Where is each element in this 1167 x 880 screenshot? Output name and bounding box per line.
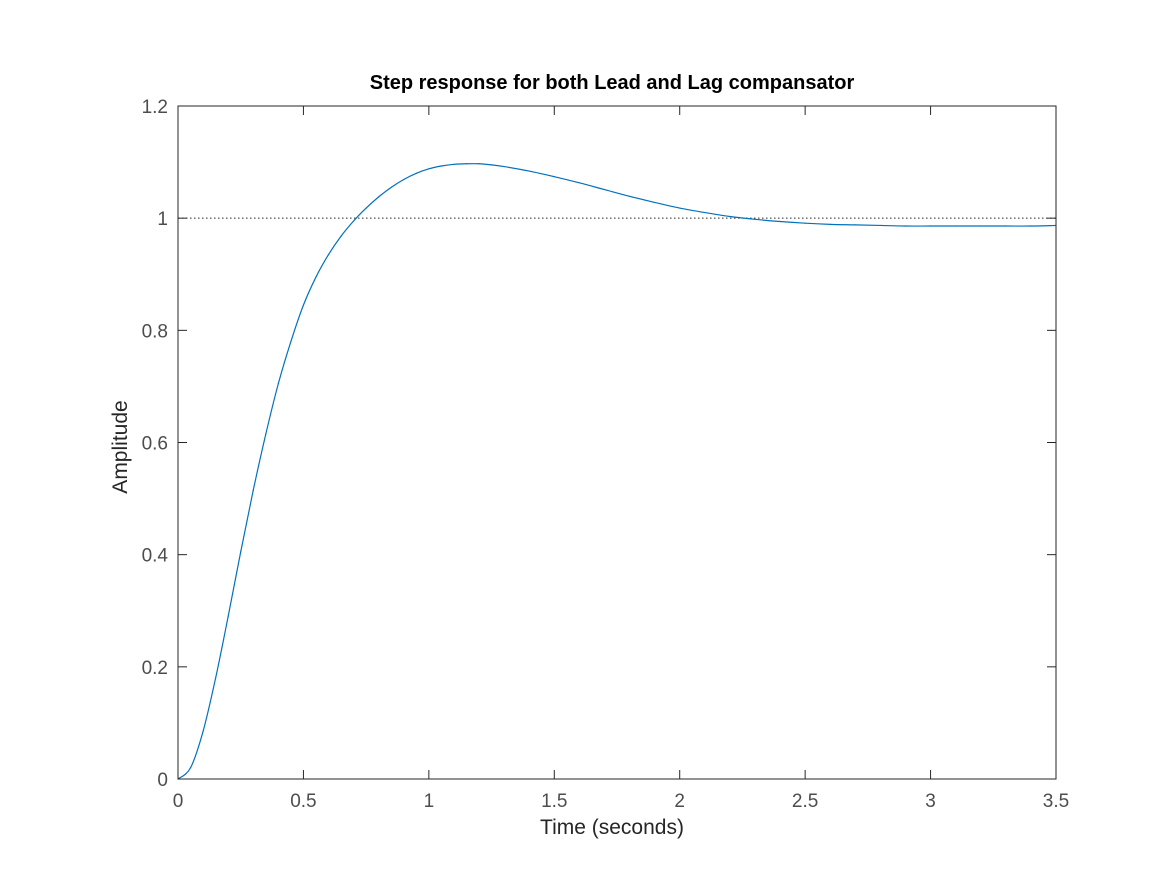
y-tick-label: 1.2 <box>142 97 168 118</box>
y-tick-label: 1 <box>157 209 168 230</box>
step-response-point <box>340 235 342 237</box>
step-response-point <box>528 170 530 172</box>
step-response-point <box>403 178 405 181</box>
step-response-point <box>929 225 932 227</box>
step-response-point <box>1030 225 1032 227</box>
step-response-point <box>365 207 367 209</box>
step-response-point <box>879 224 882 227</box>
step-response-point <box>704 211 706 214</box>
step-response-point <box>578 182 580 184</box>
step-response-point <box>227 615 229 617</box>
step-response-point <box>654 201 656 204</box>
step-response-point <box>729 215 731 218</box>
x-tick-label: 3.5 <box>1043 791 1069 812</box>
step-response-point <box>754 218 756 220</box>
step-response-point <box>315 276 317 278</box>
step-response-point <box>503 165 505 168</box>
step-response-point <box>453 163 455 165</box>
x-tick-label: 1 <box>424 791 435 812</box>
x-tick-label: 0 <box>173 791 184 812</box>
step-response-point <box>428 168 430 170</box>
step-response-point <box>779 220 781 223</box>
step-response-point <box>290 340 292 343</box>
step-response-point <box>679 207 681 209</box>
step-response-point <box>327 254 330 256</box>
step-response-point <box>240 551 242 553</box>
step-response-point <box>415 172 417 174</box>
y-tick-label: 0.8 <box>142 321 168 342</box>
step-response-point <box>277 383 279 385</box>
x-tick-label: 2.5 <box>792 791 818 812</box>
series-layer <box>177 163 1057 780</box>
step-response-point <box>189 767 192 769</box>
y-tick-label: 0.2 <box>142 658 168 679</box>
step-response-point <box>804 222 806 224</box>
x-tick-label: 2 <box>674 791 685 812</box>
step-response-point <box>829 223 831 225</box>
step-response-point <box>628 195 631 197</box>
step-response-point <box>553 176 555 178</box>
step-response-point <box>378 196 380 198</box>
step-response-point <box>904 225 907 227</box>
chart-title: Step response for both Lead and Lag comp… <box>370 72 855 94</box>
step-response-point <box>252 489 254 491</box>
y-tick-label: 0.6 <box>142 434 168 455</box>
step-response-point <box>440 165 442 167</box>
step-response-point <box>980 225 982 227</box>
y-tick-label: 0.4 <box>142 546 169 567</box>
y-axis-label: Amplitude <box>109 400 132 493</box>
x-tick-label: 1.5 <box>541 791 567 812</box>
step-response-point <box>390 186 392 188</box>
step-response-point <box>1005 225 1007 227</box>
step-response-point <box>854 224 856 226</box>
step-response-point <box>490 164 493 166</box>
x-tick-label: 3 <box>925 791 936 812</box>
step-response-point <box>215 677 217 679</box>
x-tick-label: 0.5 <box>290 791 316 812</box>
x-axis-label: Time (seconds) <box>540 816 684 839</box>
plot-area-border <box>177 105 1057 780</box>
step-response-point <box>265 433 267 435</box>
step-response-point <box>465 163 468 165</box>
step-response-point <box>478 163 480 165</box>
step-response-point <box>353 220 355 222</box>
y-tick-label: 0 <box>157 770 168 791</box>
step-response-point <box>603 188 606 191</box>
step-response-point <box>302 304 305 306</box>
step-response-point <box>202 730 204 732</box>
plot-area-background <box>178 106 1056 779</box>
tick-labels-layer: 0 0.5 1 1.5 2 2.5 3 3.5 0 0.2 0.4 0.6 0.8 1 1.2 <box>142 97 1070 812</box>
step-response-point <box>955 225 957 227</box>
